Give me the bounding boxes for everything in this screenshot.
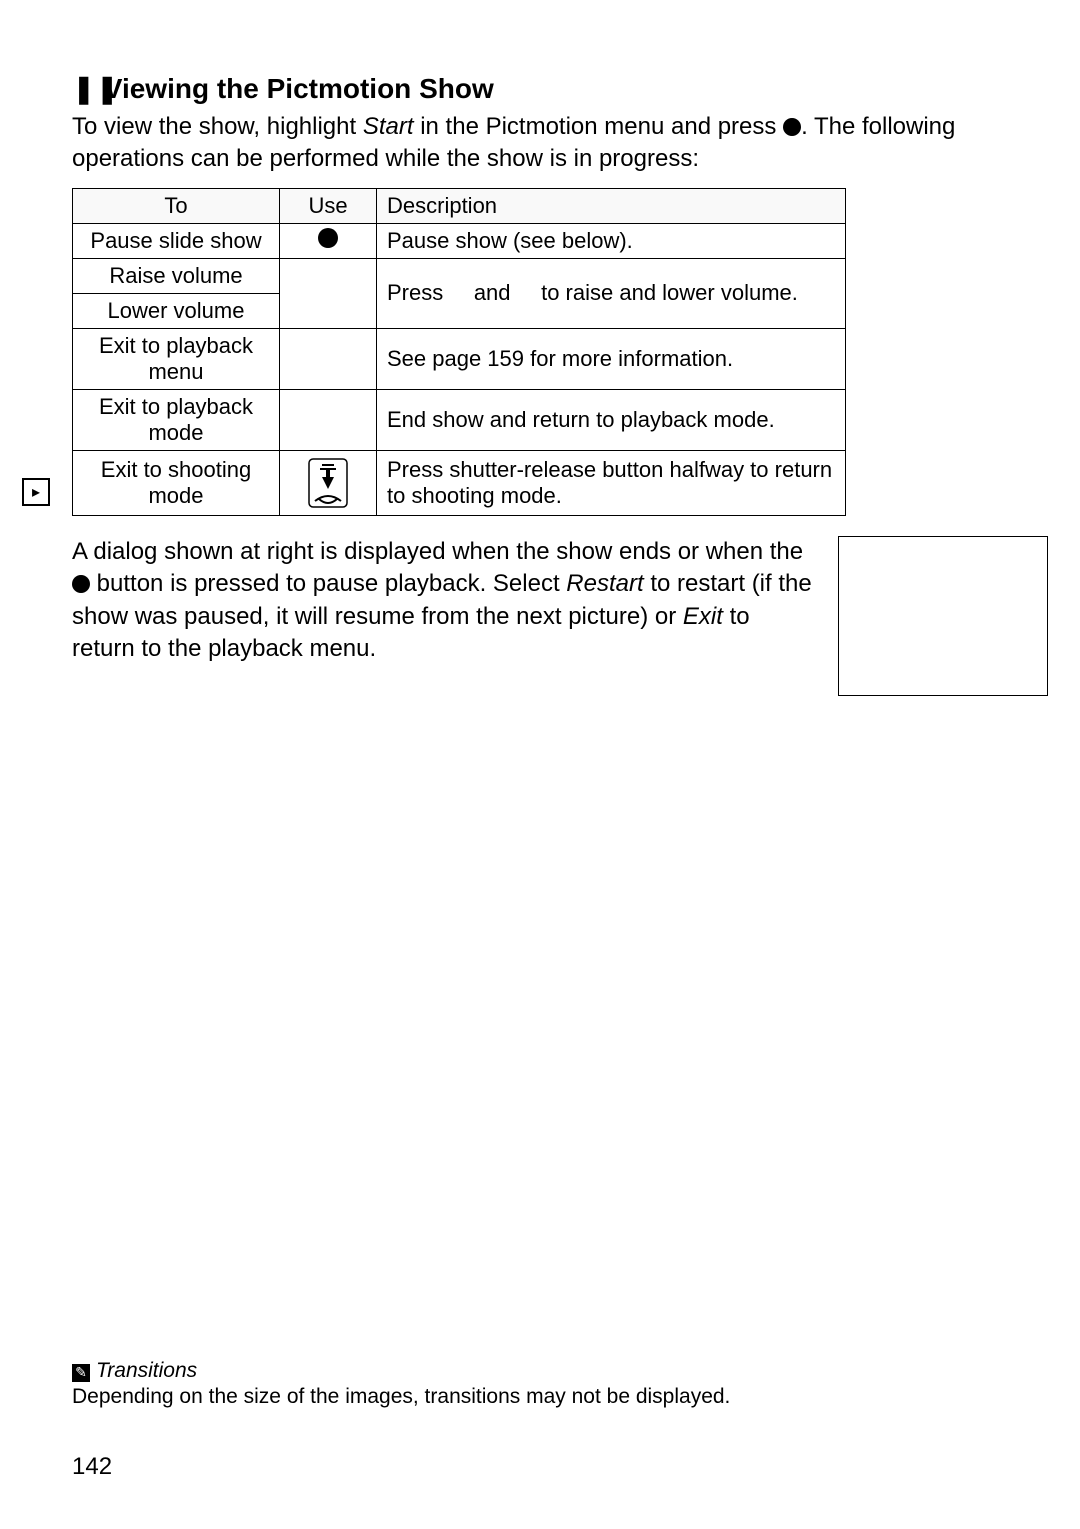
ok-dot-icon bbox=[318, 228, 338, 248]
footnote: ✎Transitions Depending on the size of th… bbox=[72, 1359, 1008, 1409]
dialog-paragraph: A dialog shown at right is displayed whe… bbox=[72, 536, 818, 666]
ok-dot-icon bbox=[72, 575, 90, 593]
cell-use bbox=[280, 258, 377, 328]
page-number: 142 bbox=[72, 1453, 112, 1481]
table-row: Exit to playback mode End show and retur… bbox=[73, 389, 846, 450]
cell-desc: End show and return to playback mode. bbox=[377, 389, 846, 450]
header-desc: Description bbox=[377, 188, 846, 223]
table-row: Raise volume Press and to raise and lowe… bbox=[73, 258, 846, 293]
table-row: Pause slide show Pause show (see below). bbox=[73, 223, 846, 258]
dialog-screenshot-placeholder bbox=[838, 536, 1048, 696]
operations-table: To Use Description Pause slide show Paus… bbox=[72, 188, 846, 516]
cell-to: Exit to playback menu bbox=[73, 328, 280, 389]
ok-button-dot-icon bbox=[783, 118, 801, 136]
cell-use bbox=[280, 328, 377, 389]
cell-to: Exit to playback mode bbox=[73, 389, 280, 450]
cell-desc: Pause show (see below). bbox=[377, 223, 846, 258]
header-use: Use bbox=[280, 188, 377, 223]
cell-to: Exit to shooting mode bbox=[73, 450, 280, 515]
footnote-body: Depending on the size of the images, tra… bbox=[72, 1385, 1008, 1409]
shutter-half-press-icon bbox=[305, 455, 351, 511]
side-tab-playback-icon: ▸ bbox=[22, 478, 50, 506]
cell-desc: See page 159 for more information. bbox=[377, 328, 846, 389]
cell-desc: Press shutter-release button halfway to … bbox=[377, 450, 846, 515]
cell-to: Lower volume bbox=[73, 293, 280, 328]
cell-use bbox=[280, 389, 377, 450]
intro-paragraph: To view the show, highlight Start in the… bbox=[72, 111, 1008, 176]
cell-use bbox=[280, 450, 377, 515]
header-to: To bbox=[73, 188, 280, 223]
cell-to: Raise volume bbox=[73, 258, 280, 293]
cell-use bbox=[280, 223, 377, 258]
table-row: Exit to playback menu See page 159 for m… bbox=[73, 328, 846, 389]
cell-to: Pause slide show bbox=[73, 223, 280, 258]
table-row: Exit to shooting mode Press shutter-rele… bbox=[73, 450, 846, 515]
cell-desc: Press and to raise and lower volume. bbox=[377, 258, 846, 328]
section-title: ❚❚ Viewing the Pictmotion Show bbox=[72, 72, 1008, 105]
note-pencil-icon: ✎ bbox=[72, 1364, 90, 1382]
pause-glyph: ❚❚ bbox=[72, 72, 92, 105]
table-header-row: To Use Description bbox=[73, 188, 846, 223]
